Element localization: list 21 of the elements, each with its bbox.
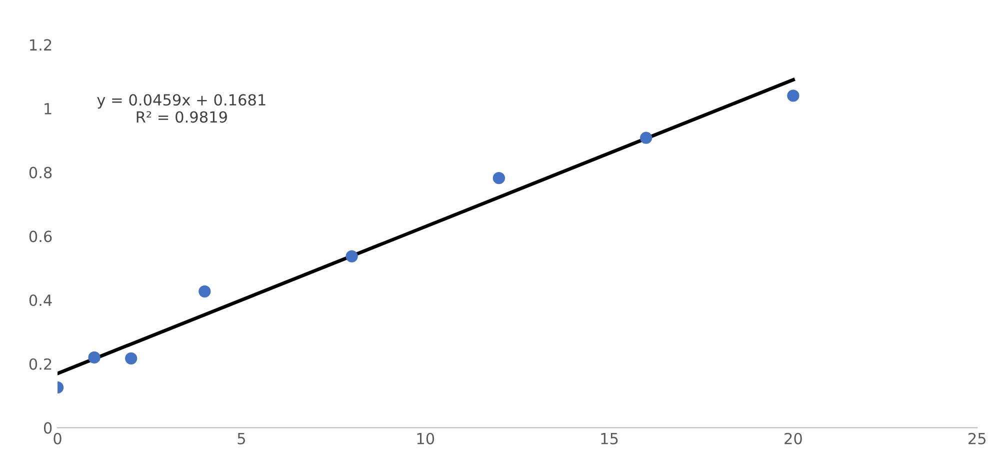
point	[346, 250, 358, 262]
x-tick-label: 10	[417, 432, 434, 444]
x-tick-label: 20	[784, 432, 802, 444]
point	[125, 352, 138, 365]
y-tick-label: 0	[44, 422, 52, 434]
y-tick-label: 0.4	[29, 294, 52, 306]
x-tick-label: 5	[238, 433, 245, 444]
x-tick-label: 0	[54, 432, 62, 444]
y-tick-label: 0.2	[29, 358, 52, 370]
point	[492, 172, 506, 184]
annotation: y = 0.0459x + 0.1681 R² = 0.9819	[97, 94, 266, 123]
x-tick-label: 15	[601, 433, 618, 444]
y-tick-label: 0.6	[29, 230, 52, 242]
x-tick-label: 25	[968, 432, 986, 444]
y-tick-label: 1.2	[30, 39, 52, 50]
y-tick-label: 1	[44, 103, 52, 114]
point	[787, 90, 800, 102]
point	[640, 132, 652, 144]
y-tick-label: 0.8	[29, 166, 52, 178]
point	[88, 351, 100, 364]
point	[198, 285, 211, 298]
